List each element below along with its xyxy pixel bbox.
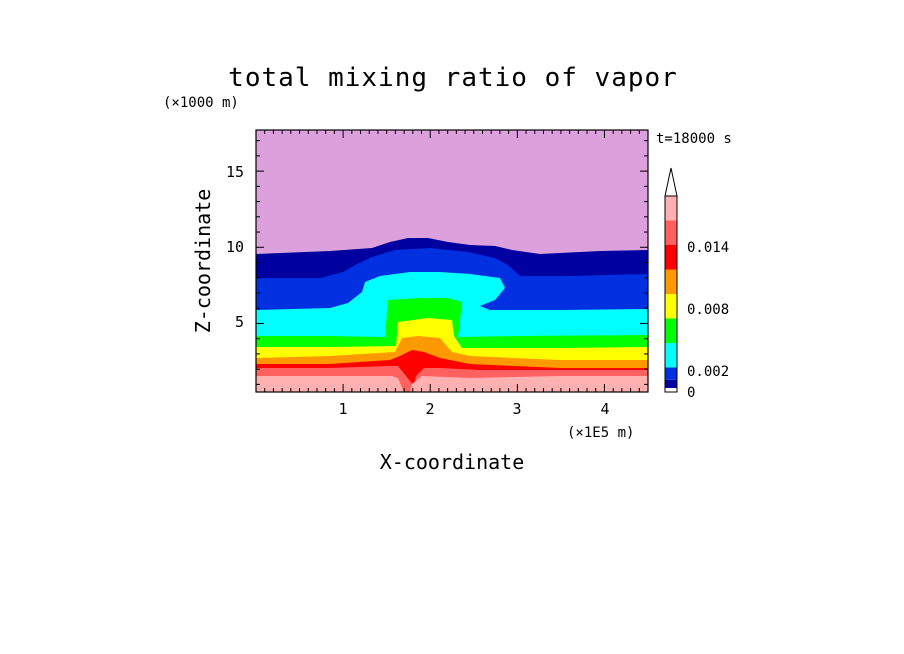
y-tick-label: 5: [235, 313, 244, 331]
colorbar-frame: [664, 195, 678, 393]
contour-field: [256, 130, 648, 392]
colorbar-segment: [665, 367, 677, 380]
colorbar-segment: [665, 245, 677, 270]
colorbar-segment: [665, 294, 677, 319]
x-tick-label: 4: [600, 400, 609, 418]
colorbar-extend-arrow: [664, 167, 678, 197]
x-axis-label: X-coordinate: [380, 450, 525, 474]
colorbar-segment: [665, 196, 677, 221]
y-tick-label: 15: [226, 163, 244, 181]
y-unit-label: (×1000 m): [163, 95, 239, 111]
colorbar-segment: [665, 220, 677, 245]
x-tick-label: 3: [512, 400, 521, 418]
x-axis-ticks: [264, 130, 640, 392]
x-tick-label: 2: [425, 400, 434, 418]
x-unit-label: (×1E5 m): [567, 425, 634, 441]
colorbar: [665, 196, 677, 392]
y-tick-label: 10: [226, 238, 244, 256]
colorbar-tick-label: 0.014: [687, 240, 729, 256]
plot-frame: [255, 129, 649, 393]
colorbar-segment: [665, 388, 677, 392]
y-axis-label: Z-coordinate: [191, 189, 215, 334]
time-label: t=18000 s: [656, 131, 732, 147]
colorbar-segment: [665, 318, 677, 343]
colorbar-segment: [665, 343, 677, 368]
colorbar-tick-label: 0.008: [687, 302, 729, 318]
chart-title: total mixing ratio of vapor: [228, 63, 678, 93]
x-tick-label: 1: [338, 400, 347, 418]
colorbar-tick-label: 0.002: [687, 364, 729, 380]
colorbar-tick-label: 0: [687, 385, 695, 401]
colorbar-segment: [665, 269, 677, 294]
band-vapor-above-0.014: [256, 376, 648, 392]
y-axis-ticks: [256, 140, 648, 385]
